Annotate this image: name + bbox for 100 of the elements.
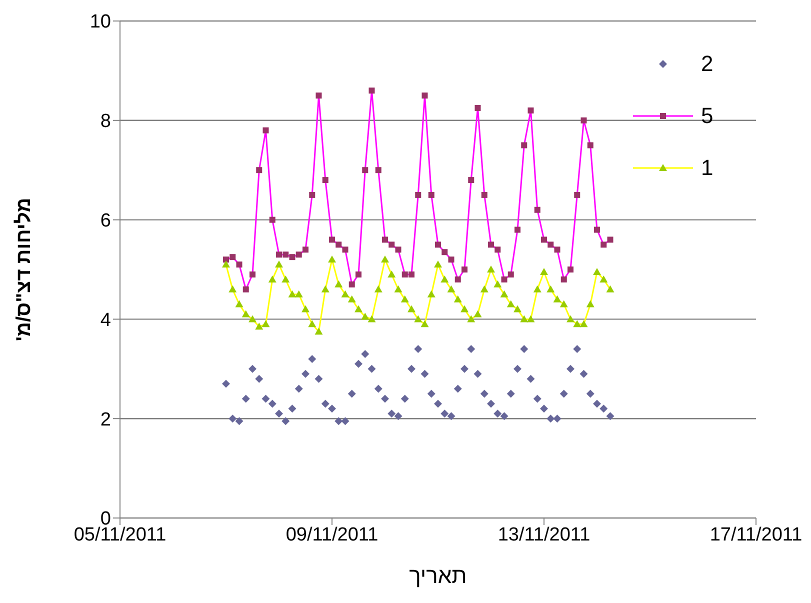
- point: [440, 275, 449, 282]
- point: [248, 364, 256, 373]
- point: [600, 275, 608, 282]
- point: [494, 246, 501, 253]
- point: [321, 285, 330, 292]
- point: [408, 271, 414, 278]
- point: [606, 412, 614, 420]
- point: [514, 226, 520, 233]
- point: [362, 167, 368, 174]
- point: [282, 252, 289, 258]
- point: [356, 271, 362, 278]
- point: [427, 390, 436, 398]
- point: [494, 410, 502, 418]
- point: [242, 394, 250, 403]
- point: [566, 364, 574, 373]
- point: [546, 414, 555, 423]
- point: [428, 192, 434, 198]
- point: [395, 246, 402, 253]
- point: [288, 290, 296, 298]
- point: [488, 242, 494, 248]
- point: [560, 276, 567, 282]
- point: [420, 370, 429, 378]
- point: [302, 305, 310, 312]
- point: [282, 417, 290, 426]
- point: [248, 315, 256, 322]
- point: [268, 275, 276, 282]
- point: [328, 256, 336, 263]
- x-tick-label: 09/11/2011: [286, 524, 378, 546]
- point: [447, 412, 456, 420]
- point: [368, 88, 375, 94]
- point: [354, 305, 362, 312]
- point: [540, 268, 548, 275]
- point: [548, 242, 554, 248]
- point: [560, 300, 568, 308]
- point: [460, 364, 468, 373]
- point: [434, 400, 442, 408]
- point: [382, 236, 388, 243]
- point: [268, 400, 276, 408]
- point: [314, 328, 323, 335]
- point: [573, 345, 582, 354]
- point: [334, 417, 343, 426]
- point: [222, 380, 230, 388]
- point: [236, 262, 242, 268]
- point: [500, 290, 508, 298]
- point: [342, 246, 348, 253]
- point: [521, 142, 528, 148]
- point: [494, 280, 502, 288]
- point: [328, 404, 336, 413]
- point: [408, 305, 416, 312]
- point: [580, 370, 588, 378]
- point: [250, 271, 256, 278]
- point: [474, 104, 481, 111]
- point: [348, 390, 356, 398]
- point: [454, 276, 461, 282]
- point: [520, 315, 528, 322]
- point: [593, 400, 601, 408]
- point: [586, 300, 594, 308]
- point: [308, 320, 316, 328]
- point: [467, 345, 476, 354]
- point: [422, 92, 428, 99]
- point: [400, 295, 409, 302]
- point: [388, 270, 396, 278]
- point: [553, 295, 562, 302]
- point: [574, 192, 580, 198]
- point: [467, 315, 476, 322]
- point: [361, 350, 370, 358]
- point: [322, 177, 328, 184]
- point: [255, 374, 264, 383]
- point: [308, 354, 316, 363]
- point: [593, 268, 601, 275]
- point: [435, 242, 441, 248]
- point: [528, 107, 534, 114]
- point: [302, 370, 310, 378]
- point: [314, 374, 323, 383]
- point: [235, 417, 244, 426]
- point: [607, 236, 614, 243]
- point: [381, 394, 389, 403]
- point: [520, 345, 528, 354]
- point: [275, 410, 283, 418]
- point: [294, 384, 303, 393]
- point: [514, 364, 522, 373]
- point: [288, 404, 296, 413]
- legend-label: 5: [701, 103, 714, 129]
- point: [560, 390, 568, 398]
- point: [573, 320, 582, 328]
- point: [329, 236, 335, 243]
- point: [361, 312, 370, 320]
- point: [354, 360, 362, 368]
- point: [500, 412, 508, 420]
- point: [282, 275, 290, 282]
- point: [228, 285, 237, 292]
- point: [533, 285, 542, 292]
- point: [381, 256, 389, 263]
- point: [348, 281, 355, 288]
- point: [553, 414, 562, 423]
- point: [514, 305, 522, 312]
- point: [302, 246, 308, 253]
- point: [341, 290, 350, 298]
- point: [454, 295, 462, 302]
- point: [540, 404, 548, 413]
